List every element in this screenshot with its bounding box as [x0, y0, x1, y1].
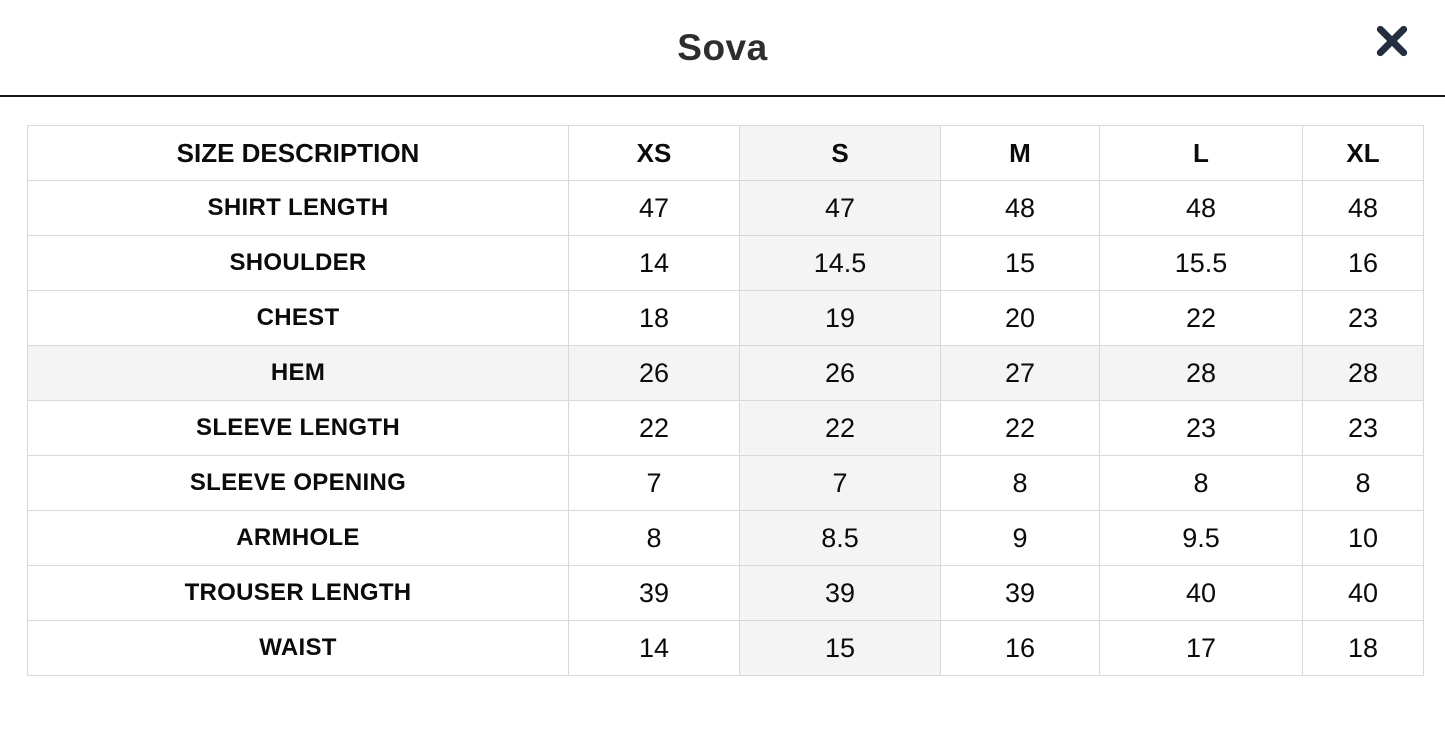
modal-title: Sova	[677, 26, 768, 68]
size-value-cell: 15	[739, 620, 941, 676]
table-row: HEM 26 26 27 28 28	[27, 345, 1424, 401]
table-row: WAIST 14 15 16 17 18	[27, 620, 1424, 676]
size-value-cell: 19	[739, 290, 941, 346]
size-value-cell: 8	[568, 510, 740, 566]
column-header-xl: XL	[1302, 125, 1424, 181]
row-label: HEM	[27, 345, 569, 401]
header-row: SIZE DESCRIPTION XS S M L XL	[27, 125, 1424, 181]
row-label: ARMHOLE	[27, 510, 569, 566]
size-value-cell: 26	[568, 345, 740, 401]
size-value-cell: 23	[1302, 290, 1424, 346]
size-value-cell: 14	[568, 620, 740, 676]
close-icon	[1372, 21, 1412, 61]
size-value-cell: 23	[1099, 400, 1303, 456]
table-row: CHEST 18 19 20 22 23	[27, 290, 1424, 346]
table-row: SHIRT LENGTH 47 47 48 48 48	[27, 180, 1424, 236]
table-row: SLEEVE LENGTH 22 22 22 23 23	[27, 400, 1424, 456]
size-value-cell: 18	[568, 290, 740, 346]
size-value-cell: 15	[940, 235, 1100, 291]
size-value-cell: 22	[739, 400, 941, 456]
size-chart-table: SIZE DESCRIPTION XS S M L XL SHIRT LENGTH 47 47…	[27, 125, 1424, 676]
size-value-cell: 7	[739, 455, 941, 511]
size-value-cell: 39	[568, 565, 740, 621]
row-label: SLEEVE LENGTH	[27, 400, 569, 456]
table-body: SHIRT LENGTH 47 47 48 48 48 SHOULDER 14 14.5 15 15…	[27, 180, 1424, 676]
size-value-cell: 20	[940, 290, 1100, 346]
size-value-cell: 8	[1099, 455, 1303, 511]
column-header-xs: XS	[568, 125, 740, 181]
size-value-cell: 14	[568, 235, 740, 291]
row-label: SLEEVE OPENING	[27, 455, 569, 511]
size-value-cell: 22	[1099, 290, 1303, 346]
size-value-cell: 7	[568, 455, 740, 511]
size-value-cell: 48	[940, 180, 1100, 236]
size-value-cell: 15.5	[1099, 235, 1303, 291]
size-value-cell: 17	[1099, 620, 1303, 676]
size-value-cell: 10	[1302, 510, 1424, 566]
size-value-cell: 26	[739, 345, 941, 401]
size-value-cell: 18	[1302, 620, 1424, 676]
size-value-cell: 22	[940, 400, 1100, 456]
size-value-cell: 28	[1302, 345, 1424, 401]
size-value-cell: 28	[1099, 345, 1303, 401]
table-row: TROUSER LENGTH 39 39 39 40 40	[27, 565, 1424, 621]
size-value-cell: 40	[1099, 565, 1303, 621]
table-row: ARMHOLE 8 8.5 9 9.5 10	[27, 510, 1424, 566]
size-value-cell: 8	[1302, 455, 1424, 511]
size-value-cell: 39	[940, 565, 1100, 621]
size-value-cell: 14.5	[739, 235, 941, 291]
row-label: SHOULDER	[27, 235, 569, 291]
table-row: SLEEVE OPENING 7 7 8 8 8	[27, 455, 1424, 511]
modal-header: Sova	[0, 0, 1445, 97]
size-value-cell: 40	[1302, 565, 1424, 621]
size-value-cell: 16	[940, 620, 1100, 676]
size-value-cell: 22	[568, 400, 740, 456]
column-header-m: M	[940, 125, 1100, 181]
size-value-cell: 9	[940, 510, 1100, 566]
size-value-cell: 8	[940, 455, 1100, 511]
size-value-cell: 9.5	[1099, 510, 1303, 566]
row-label: SHIRT LENGTH	[27, 180, 569, 236]
close-button[interactable]	[1361, 10, 1423, 72]
row-label: TROUSER LENGTH	[27, 565, 569, 621]
modal-body: SIZE DESCRIPTION XS S M L XL SHIRT LENGTH 47 47…	[0, 97, 1445, 676]
size-value-cell: 47	[739, 180, 941, 236]
column-header-size-description: SIZE DESCRIPTION	[27, 125, 569, 181]
column-header-s: S	[739, 125, 941, 181]
size-value-cell: 48	[1302, 180, 1424, 236]
table-header: SIZE DESCRIPTION XS S M L XL	[27, 125, 1424, 181]
size-value-cell: 23	[1302, 400, 1424, 456]
size-value-cell: 8.5	[739, 510, 941, 566]
row-label: WAIST	[27, 620, 569, 676]
size-value-cell: 16	[1302, 235, 1424, 291]
column-header-l: L	[1099, 125, 1303, 181]
size-value-cell: 39	[739, 565, 941, 621]
size-value-cell: 27	[940, 345, 1100, 401]
size-value-cell: 47	[568, 180, 740, 236]
table-row: SHOULDER 14 14.5 15 15.5 16	[27, 235, 1424, 291]
size-value-cell: 48	[1099, 180, 1303, 236]
row-label: CHEST	[27, 290, 569, 346]
